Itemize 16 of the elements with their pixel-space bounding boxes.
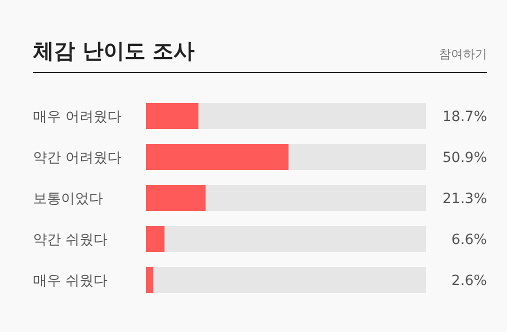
y-tick-label: 매우 쉬웠다 — [33, 273, 108, 289]
y-tick-label: 약간 어려웠다 — [33, 150, 122, 166]
data-label: 50.9% — [442, 150, 487, 166]
data-label: 18.7% — [442, 109, 487, 125]
bar — [146, 267, 154, 293]
y-tick-label: 약간 쉬웠다 — [33, 232, 108, 248]
chart-title: 체감 난이도 조사 — [32, 39, 195, 63]
y-tick-label: 보통이었다 — [33, 191, 103, 207]
data-label: 2.6% — [451, 273, 487, 289]
data-label: 6.6% — [451, 232, 487, 248]
data-label: 21.3% — [442, 191, 487, 207]
bar — [146, 103, 198, 129]
bar — [146, 185, 206, 211]
text: 참여하기 — [439, 47, 487, 61]
bar — [146, 226, 164, 252]
y-tick-label: 매우 어려웠다 — [33, 109, 122, 125]
